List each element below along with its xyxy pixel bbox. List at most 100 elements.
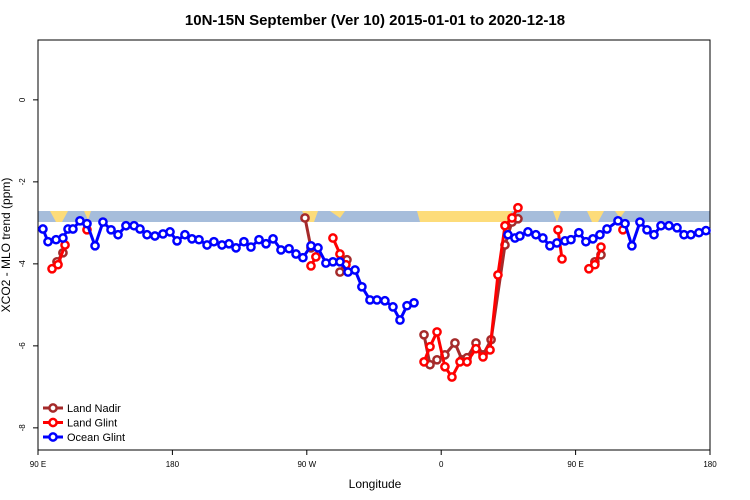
y-tick-label: -4 — [18, 260, 27, 268]
land-patches — [50, 211, 625, 222]
point — [113, 229, 123, 240]
point — [121, 220, 131, 231]
point — [335, 249, 345, 259]
point — [194, 234, 204, 245]
point — [635, 217, 645, 227]
point — [231, 243, 241, 253]
point — [357, 281, 367, 292]
point — [90, 240, 100, 251]
point — [500, 220, 510, 231]
ocean-strip — [38, 211, 710, 222]
point — [246, 242, 256, 252]
y-axis-label: XCO2 - MLO trend (ppm) — [0, 178, 13, 313]
x-tick-label: 90 E — [567, 460, 583, 469]
point — [513, 202, 523, 213]
legend-marker — [48, 432, 58, 442]
x-tick-label: 180 — [166, 460, 180, 469]
point — [686, 229, 696, 240]
point — [590, 259, 600, 270]
point — [701, 225, 711, 236]
point — [620, 218, 630, 229]
legend-label: Land Nadir — [67, 403, 121, 415]
point — [68, 224, 78, 234]
point — [291, 249, 301, 259]
series — [38, 215, 711, 325]
point — [165, 227, 175, 237]
point — [209, 236, 219, 247]
point — [58, 233, 68, 243]
point — [538, 233, 548, 243]
point — [588, 234, 598, 244]
point — [388, 302, 398, 312]
point — [595, 229, 605, 240]
x-tick-label: 90 W — [297, 460, 316, 469]
point — [507, 213, 517, 223]
legend-marker — [48, 417, 58, 428]
y-tick-label: 0 — [18, 97, 27, 102]
point — [419, 357, 429, 367]
series — [47, 202, 628, 382]
legend: Land Nadir Land Glint Ocean Glint — [43, 403, 125, 444]
x-tick-label: 0 — [439, 460, 444, 469]
point — [566, 234, 576, 245]
point — [557, 254, 567, 264]
x-tick-label: 180 — [703, 460, 717, 469]
point — [485, 345, 495, 355]
point — [478, 352, 488, 362]
point — [239, 236, 249, 247]
point — [432, 354, 442, 365]
point — [372, 295, 382, 305]
point — [432, 327, 442, 337]
point — [462, 357, 472, 367]
point — [53, 259, 63, 270]
point — [553, 224, 563, 235]
point — [300, 213, 310, 223]
point — [656, 220, 666, 231]
legend-label: Ocean Glint — [67, 432, 125, 444]
point — [284, 243, 294, 254]
point — [450, 338, 460, 348]
point — [350, 265, 360, 275]
point — [395, 315, 405, 325]
point — [311, 252, 321, 262]
point — [98, 217, 108, 227]
point — [82, 218, 92, 229]
point — [425, 341, 435, 352]
point — [172, 236, 182, 246]
plot-frame — [37, 39, 711, 451]
point — [672, 222, 682, 233]
point — [254, 234, 264, 245]
point — [335, 256, 345, 267]
point — [596, 242, 606, 252]
legend-marker — [48, 403, 58, 413]
y-tick-label: -8 — [18, 424, 27, 432]
legend-label: Land Glint — [67, 418, 117, 430]
point — [627, 240, 637, 251]
point — [552, 238, 562, 248]
point — [142, 229, 152, 240]
point — [276, 245, 286, 255]
point — [642, 224, 652, 235]
point — [135, 224, 145, 234]
point — [602, 224, 612, 234]
point — [150, 231, 160, 241]
point — [515, 231, 525, 241]
point — [649, 229, 659, 240]
y-tick-label: -6 — [18, 342, 27, 350]
point — [447, 372, 457, 382]
point — [313, 243, 323, 253]
point — [328, 233, 338, 243]
point — [493, 270, 503, 280]
point — [523, 227, 533, 237]
x-tick-label: 90 E — [30, 460, 46, 469]
land-ocean-strip — [38, 211, 710, 222]
point — [180, 229, 190, 240]
point — [261, 238, 271, 249]
point — [268, 234, 278, 244]
point — [380, 295, 390, 306]
x-axis-label: Longitude — [349, 477, 402, 491]
point — [335, 267, 345, 277]
point — [471, 343, 481, 354]
